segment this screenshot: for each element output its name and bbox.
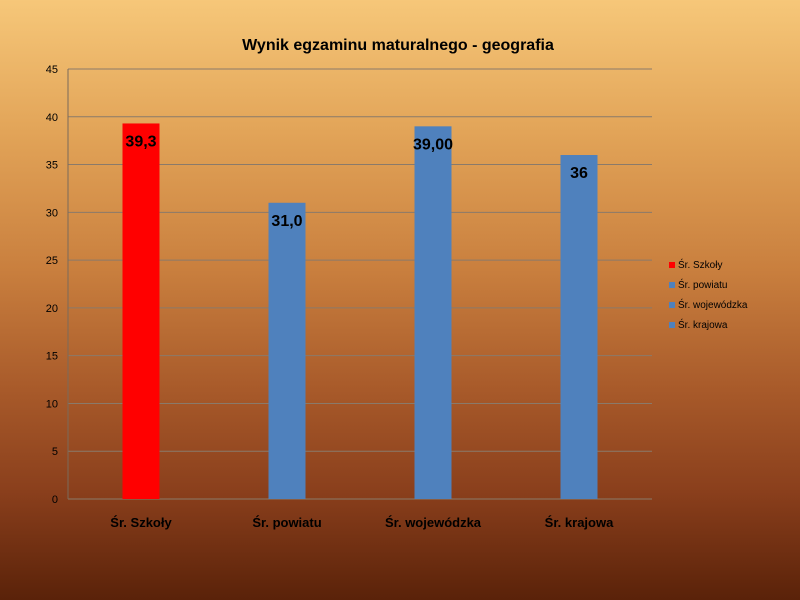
bar	[268, 202, 306, 499]
data-label: 36	[570, 165, 588, 182]
chart-title: Wynik egzaminu maturalnego - geografia	[242, 37, 554, 54]
legend-swatch	[669, 262, 675, 268]
bar	[560, 155, 598, 499]
legend-swatch	[669, 282, 675, 288]
y-tick-label: 40	[46, 112, 58, 124]
legend: Śr. Szkoły Śr. powiatu Śr. wojewódzka Śr. k…	[669, 258, 748, 331]
bar	[122, 123, 160, 499]
legend-label: Śr. krajowa	[678, 318, 728, 331]
x-tick-label: Śr. wojewódzka	[385, 515, 482, 530]
y-tick-label: 15	[46, 351, 58, 363]
y-tick-label: 45	[46, 64, 58, 76]
data-label: 39,3	[125, 133, 156, 150]
y-tick-label: 30	[46, 207, 58, 219]
y-axis-ticks: 0 5 10 15 20 25 30 35 40 45	[46, 64, 58, 506]
x-axis-ticks: Śr. Szkoły Śr. powiatu Śr. wojewódzka Śr. k…	[110, 515, 614, 530]
legend-label: Śr. powiatu	[678, 278, 727, 291]
legend-swatch	[669, 302, 675, 308]
x-tick-label: Śr. powiatu	[252, 515, 321, 530]
y-tick-label: 0	[52, 494, 58, 506]
x-tick-label: Śr. Szkoły	[110, 515, 172, 530]
legend-label: Śr. wojewódzka	[678, 298, 748, 311]
x-tick-label: Śr. krajowa	[545, 515, 614, 530]
legend-label: Śr. Szkoły	[678, 258, 722, 271]
data-label: 31,0	[271, 213, 302, 230]
y-tick-label: 10	[46, 398, 58, 410]
y-tick-label: 5	[52, 446, 58, 458]
grid-lines	[67, 68, 652, 500]
bars	[122, 123, 598, 499]
y-tick-label: 25	[46, 255, 58, 267]
bar	[414, 126, 452, 499]
data-label: 39,00	[413, 136, 453, 153]
y-tick-label: 35	[46, 160, 58, 172]
y-tick-label: 20	[46, 303, 58, 315]
data-labels: 39,3 31,0 39,00 36	[125, 133, 588, 229]
legend-swatch	[669, 322, 675, 328]
